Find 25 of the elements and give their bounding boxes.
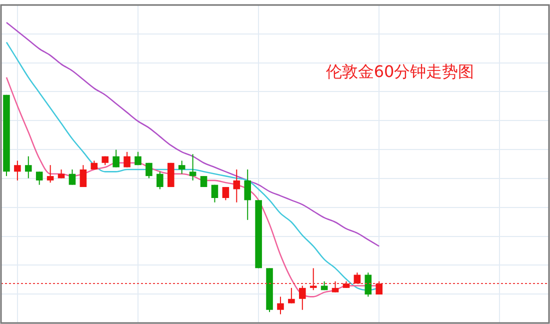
candlestick: [124, 151, 130, 168]
candlestick: [244, 168, 251, 220]
candlestick: [68, 168, 76, 186]
candlestick: [146, 162, 152, 179]
candlestick: [112, 149, 120, 168]
candlestick: [14, 160, 21, 181]
candlestick: [36, 171, 43, 186]
candlestick: [277, 296, 284, 315]
candlestick: [80, 164, 87, 188]
candlestick: [25, 156, 32, 179]
candlestick: [211, 184, 218, 203]
candlestick: [288, 287, 295, 304]
candlestick: [178, 160, 186, 174]
candlestick: [134, 151, 142, 166]
candlestick: [189, 154, 196, 181]
chart-title: 伦敦金60分钟走势图: [324, 62, 476, 83]
candlestick: [364, 272, 372, 298]
candlestick: [332, 280, 339, 293]
candlestick: [222, 186, 230, 201]
candlestick: [310, 268, 317, 291]
candlestick: [299, 285, 306, 310]
candlestick: [46, 164, 54, 184]
candlestick: [376, 280, 383, 296]
candlestick: [233, 168, 240, 203]
candlestick: [156, 171, 164, 190]
